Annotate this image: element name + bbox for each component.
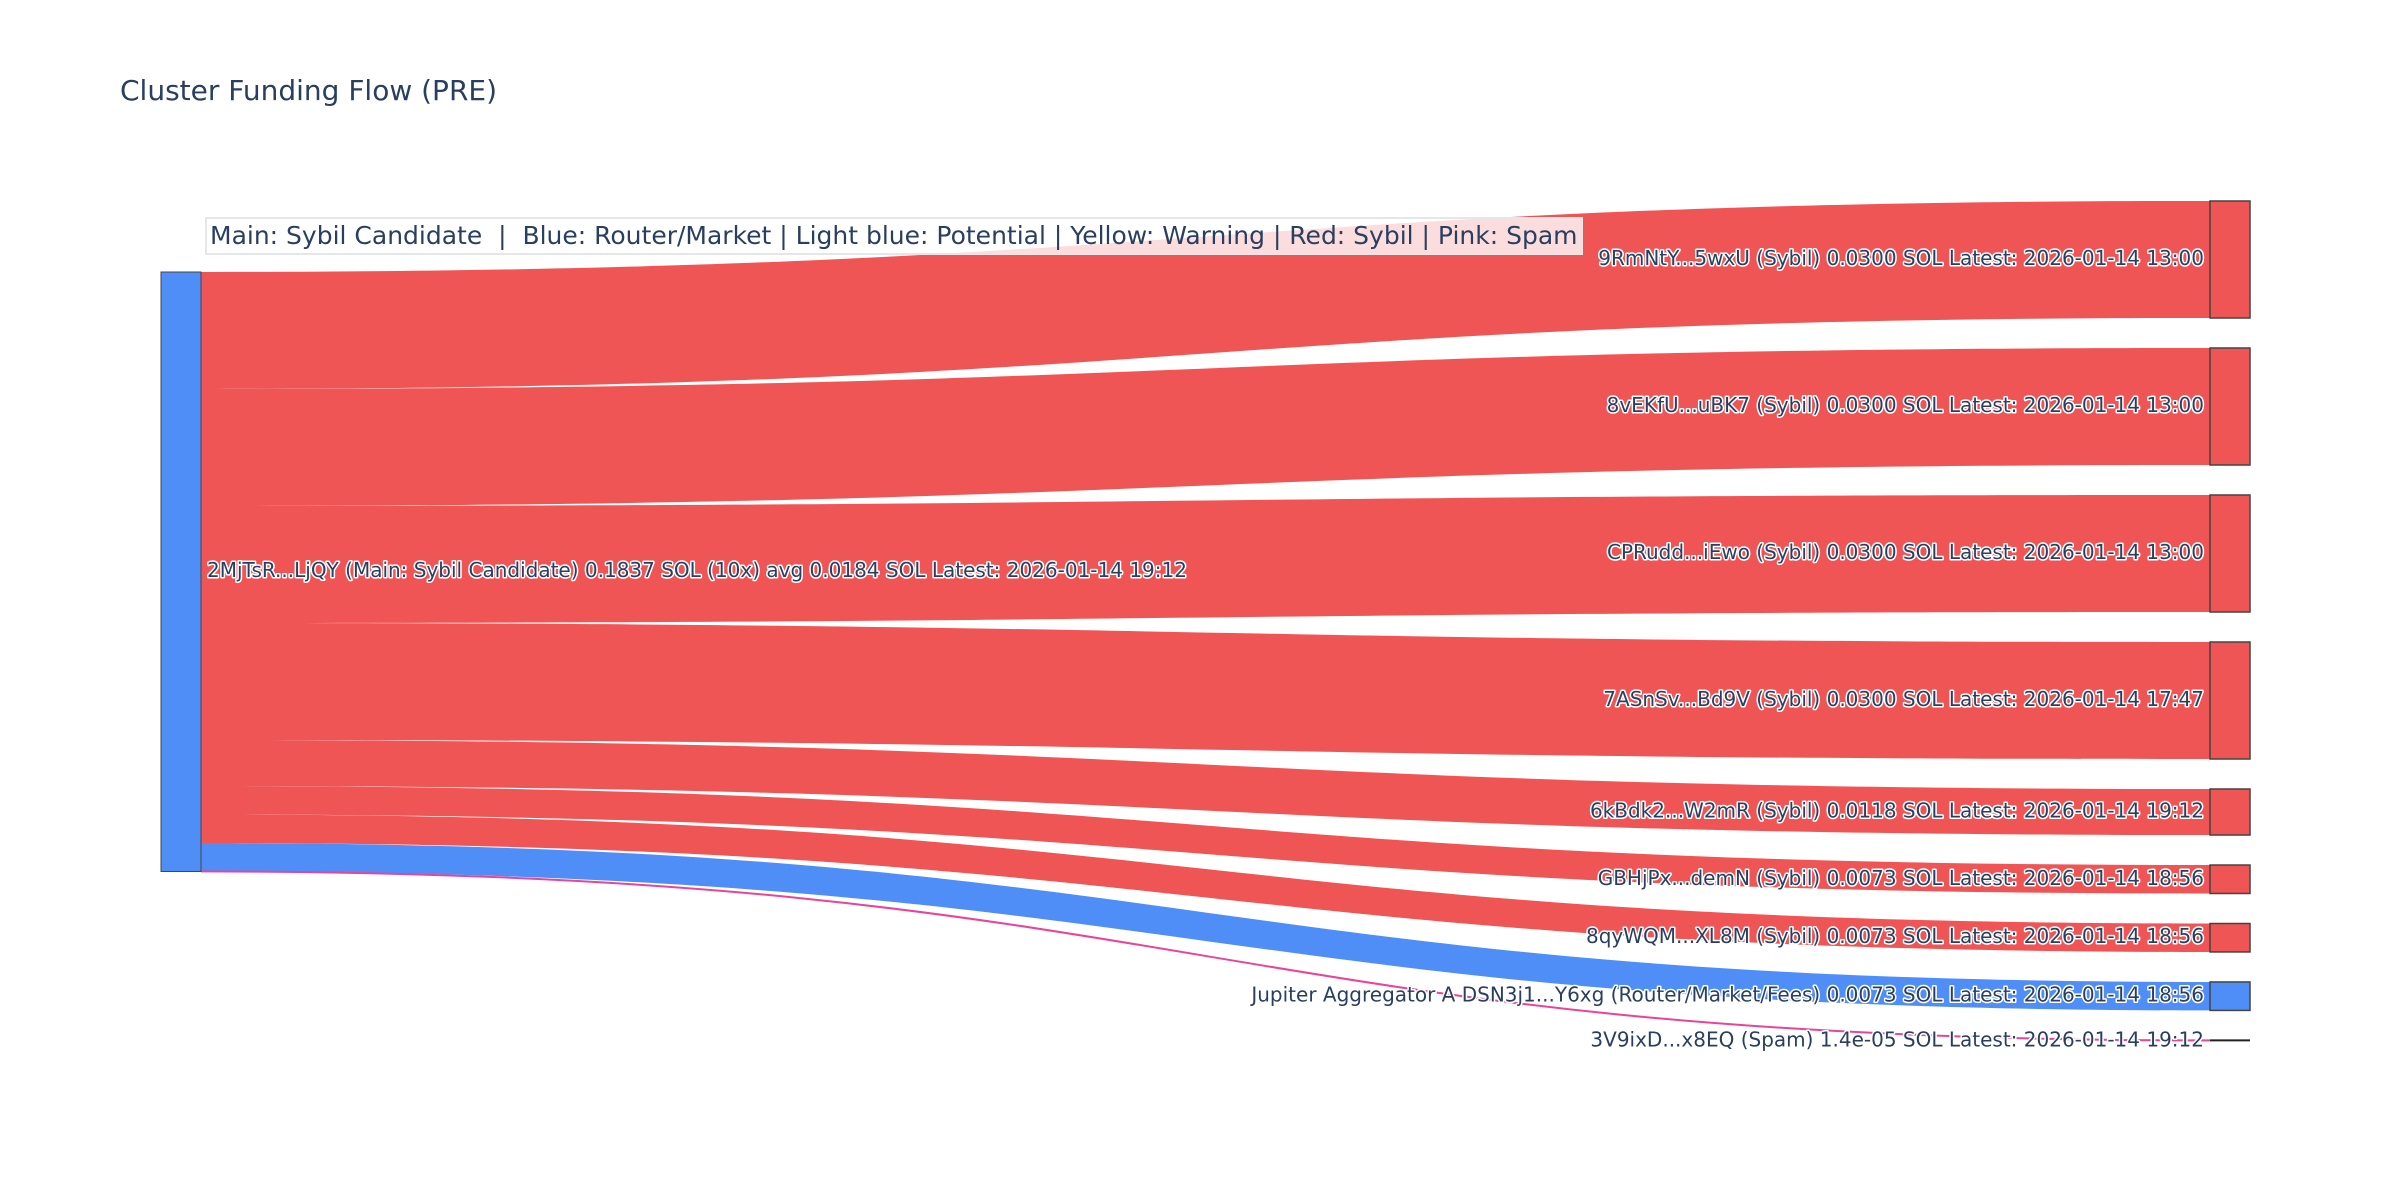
node-label-9: 3V9ixD...x8EQ (Spam) 1.4e-05 SOL Latest:… (1590, 1027, 2204, 1051)
link-5[interactable] (201, 786, 2210, 894)
node-target-8[interactable] (2209, 981, 2251, 1012)
node-label-4: 7ASnSv...Bd9V (Sybil) 0.0300 SOL Latest:… (1603, 687, 2204, 711)
link-7[interactable] (201, 842, 2210, 1011)
node-target-1[interactable] (2209, 200, 2251, 319)
link-6[interactable] (201, 814, 2210, 952)
node-target-3[interactable] (2209, 494, 2251, 613)
chart-title: Cluster Funding Flow (PRE) (120, 74, 498, 107)
link-0[interactable] (201, 201, 2210, 389)
node-label-2: 8vEKfU...uBK7 (Sybil) 0.0300 SOL Latest:… (1607, 393, 2204, 417)
node-label-6: GBHjPx...demN (Sybil) 0.0073 SOL Latest:… (1598, 866, 2204, 890)
node-label-5: 6kBdk2...W2mR (Sybil) 0.0118 SOL Latest:… (1590, 799, 2204, 823)
node-label-8: Jupiter Aggregator A DSN3j1...Y6xg (Rout… (1249, 983, 2204, 1007)
link-2[interactable] (201, 495, 2210, 623)
node-label-1: 9RmNtY...5wxU (Sybil) 0.0300 SOL Latest:… (1598, 246, 2204, 270)
node-target-6[interactable] (2209, 864, 2251, 895)
node-label-source: 2MjTsR...LjQY (Main: Sybil Candidate) 0.… (207, 558, 1187, 582)
node-label-3: CPRudd...iEwo (Sybil) 0.0300 SOL Latest:… (1607, 540, 2204, 564)
node-target-5[interactable] (2209, 788, 2251, 836)
link-3[interactable] (201, 623, 2210, 759)
link-8[interactable] (200, 870, 2211, 1042)
node-label-7: 8qyWQM...XL8M (Sybil) 0.0073 SOL Latest:… (1586, 924, 2204, 948)
node-source[interactable] (160, 271, 202, 872)
legend-annotation: Main: Sybil Candidate | Blue: Router/Mar… (205, 217, 1583, 255)
link-1[interactable] (201, 348, 2210, 506)
node-target-4[interactable] (2209, 641, 2251, 760)
link-4[interactable] (201, 740, 2210, 836)
node-target-2[interactable] (2209, 347, 2251, 466)
node-target-7[interactable] (2209, 922, 2251, 953)
